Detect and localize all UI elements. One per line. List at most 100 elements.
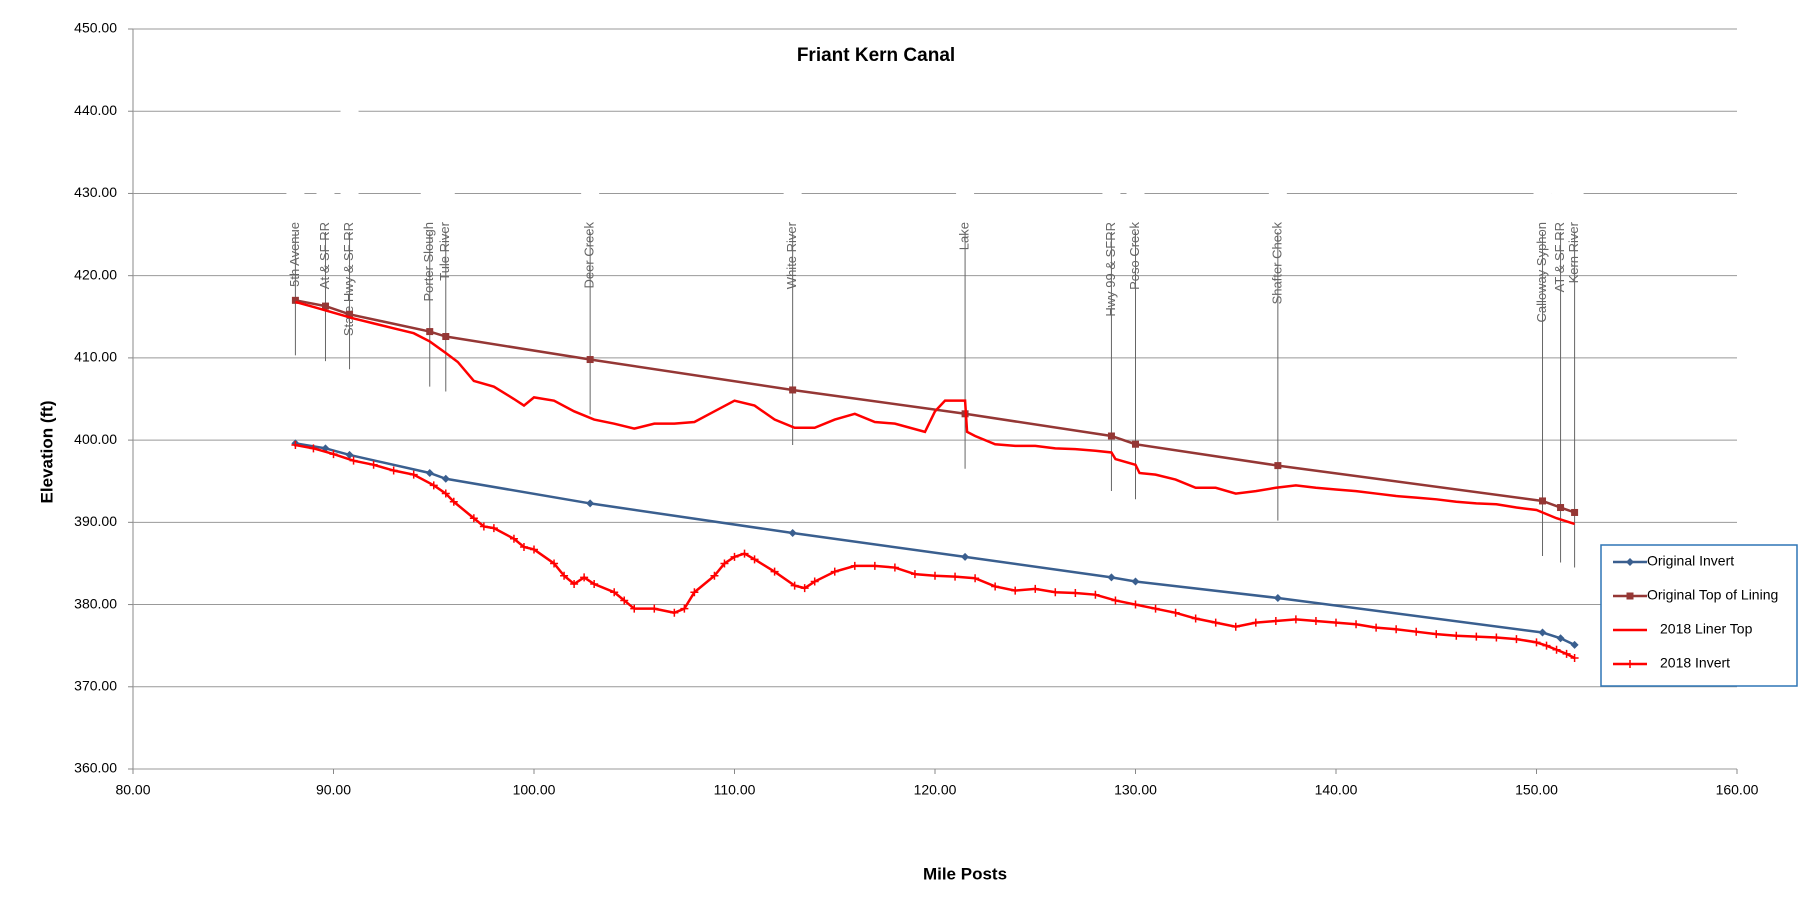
point (1131, 577, 1140, 586)
legend-label: 2018 Liner Top (1660, 621, 1753, 637)
annotation-bg (286, 155, 305, 224)
y-axis-title: Elevation (ft) (37, 401, 56, 504)
point (1231, 622, 1240, 631)
point (1539, 497, 1547, 505)
point (931, 571, 939, 580)
point (1562, 649, 1571, 658)
y-tick-label: 380.00 (74, 595, 117, 611)
point (1372, 623, 1381, 632)
point (429, 481, 438, 490)
point (830, 567, 839, 576)
point (1472, 632, 1481, 641)
point (1332, 618, 1340, 627)
legend-marker (1626, 558, 1634, 566)
annotation-bg (1102, 125, 1121, 224)
y-tick-label: 410.00 (74, 349, 117, 365)
point (1111, 596, 1120, 605)
point (291, 296, 299, 304)
y-tick-label: 420.00 (74, 266, 117, 282)
annotation-label: State Hwy & SF RR (341, 222, 356, 336)
point (910, 570, 919, 579)
point (730, 552, 739, 561)
annotation-bg (1565, 158, 1584, 224)
x-tick-label: 160.00 (1716, 782, 1759, 798)
point (1556, 634, 1565, 643)
point (850, 561, 859, 570)
point (1273, 593, 1282, 602)
point (425, 469, 434, 477)
point (710, 571, 719, 580)
legend-label: Original Invert (1647, 553, 1734, 569)
y-tick-label: 400.00 (74, 431, 117, 447)
point (790, 581, 799, 590)
point (550, 559, 559, 568)
point (1557, 504, 1565, 512)
point (1151, 604, 1160, 613)
point (442, 333, 450, 341)
point (1091, 590, 1100, 599)
annotation-label: Tule River (437, 221, 452, 280)
point (1512, 635, 1521, 644)
annotation-label: White River (784, 221, 799, 289)
point (810, 577, 819, 586)
point (1352, 620, 1361, 629)
point (690, 588, 699, 597)
x-tick-label: 90.00 (316, 782, 351, 798)
legend-label: Original Top of Lining (1647, 587, 1778, 603)
annotation-label: Deer Creek (582, 222, 597, 289)
point (630, 604, 639, 613)
annotation-bg (436, 161, 455, 224)
point (1492, 633, 1501, 642)
annotation-label: Calloway Syphon (1534, 222, 1549, 322)
point (890, 563, 899, 572)
point (489, 524, 498, 533)
point (530, 545, 538, 554)
point (800, 584, 809, 593)
point (1452, 631, 1461, 640)
point (670, 608, 679, 617)
point (650, 604, 659, 613)
chart-title: Friant Kern Canal (797, 45, 955, 66)
annotation-bg (1551, 149, 1570, 224)
point (1274, 462, 1282, 470)
y-tick-label: 440.00 (74, 102, 117, 118)
annotation-label: Lake (957, 222, 972, 250)
annotation-bg (340, 105, 359, 224)
annotation-bg (783, 152, 802, 224)
point (1191, 614, 1200, 623)
point (1532, 638, 1541, 647)
series-line (295, 300, 1575, 526)
annotation-label: Porter Slough (421, 222, 436, 302)
y-tick-label: 450.00 (74, 20, 117, 36)
point (1552, 645, 1561, 654)
point (1291, 615, 1300, 624)
legend-marker (1626, 660, 1634, 668)
point (1107, 432, 1115, 440)
point (1571, 508, 1579, 516)
point (1432, 630, 1441, 639)
point (580, 573, 589, 582)
point (409, 470, 418, 479)
point (620, 596, 629, 605)
x-tick-label: 120.00 (914, 782, 957, 798)
legend-box (1600, 544, 1798, 687)
annotation-bg (581, 153, 600, 224)
point (1538, 628, 1547, 637)
annotation-bg (420, 140, 439, 224)
point (1011, 586, 1020, 595)
point (1107, 573, 1116, 582)
point (1392, 625, 1401, 634)
annotation-label: At & SF RR (317, 222, 332, 289)
point (1542, 641, 1551, 650)
point (1131, 600, 1140, 609)
point (346, 310, 354, 318)
point (1051, 588, 1060, 597)
point (788, 529, 797, 538)
point (570, 580, 579, 588)
annotation-label: 5th Avenue (287, 222, 302, 287)
point (345, 450, 354, 459)
y-tick-label: 390.00 (74, 513, 117, 529)
annotation-label: Kern River (1566, 221, 1581, 283)
x-tick-label: 110.00 (714, 782, 756, 798)
